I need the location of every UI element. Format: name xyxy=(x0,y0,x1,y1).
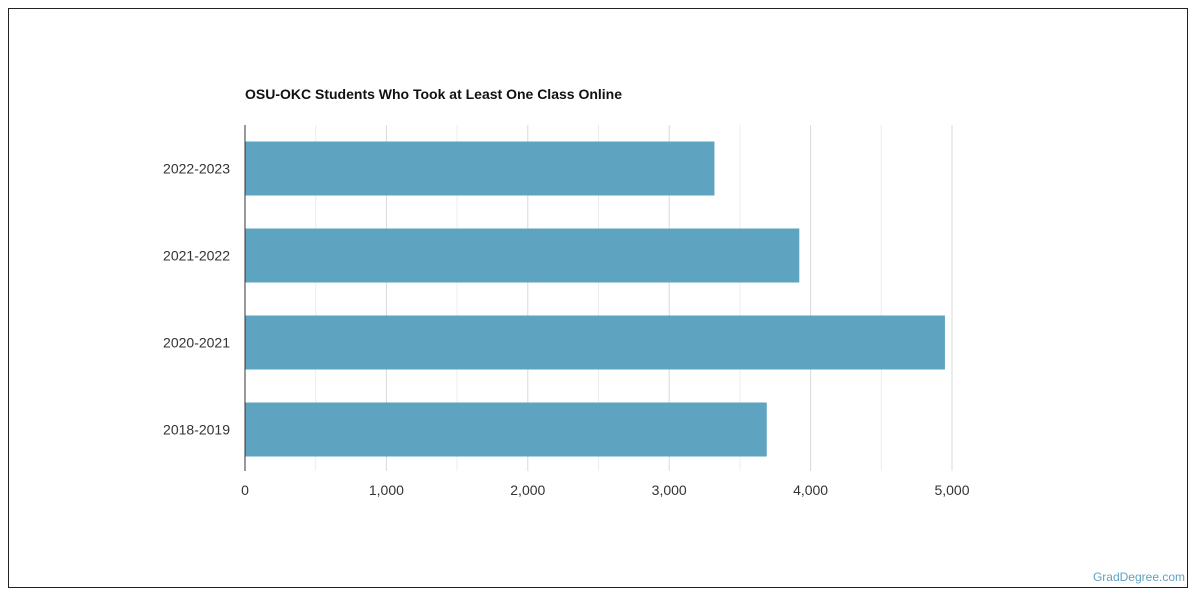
x-tick-label: 5,000 xyxy=(934,482,969,498)
chart-title: OSU-OKC Students Who Took at Least One C… xyxy=(245,86,623,102)
watermark-link[interactable]: GradDegree.com xyxy=(1092,570,1185,584)
y-tick-label: 2018-2019 xyxy=(163,422,230,438)
bar[interactable] xyxy=(245,315,945,370)
y-tick-label: 2022-2023 xyxy=(163,161,230,177)
x-tick-label: 0 xyxy=(241,482,249,498)
y-tick-label: 2020-2021 xyxy=(163,335,230,351)
x-tick-label: 3,000 xyxy=(652,482,687,498)
bar[interactable] xyxy=(245,141,715,196)
bar[interactable] xyxy=(245,228,800,283)
bar[interactable] xyxy=(245,402,767,457)
x-tick-label: 2,000 xyxy=(510,482,545,498)
x-tick-label: 4,000 xyxy=(793,482,828,498)
y-tick-label: 2021-2022 xyxy=(163,248,230,264)
x-tick-label: 1,000 xyxy=(369,482,404,498)
